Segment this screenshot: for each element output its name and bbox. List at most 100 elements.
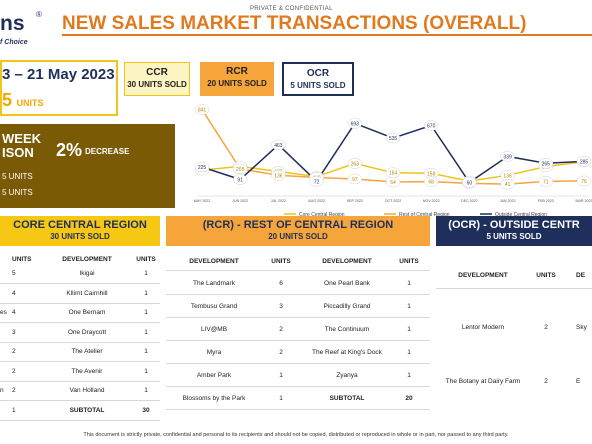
data-label-bg xyxy=(309,176,324,187)
rcr-summary-count: 20 UNITS SOLD xyxy=(207,79,267,88)
ocr-table-subtitle: 5 UNITS SOLD xyxy=(486,232,542,241)
rcr-table-subtitle: 20 UNITS SOLD xyxy=(268,232,328,241)
data-label: 670 xyxy=(427,123,436,129)
data-label-bg xyxy=(500,151,515,162)
legend-label: Outside Central Region xyxy=(495,212,547,218)
rcr-summary-box: RCR 20 UNITS SOLD xyxy=(200,62,274,96)
total-units-label: UNITS xyxy=(16,98,44,108)
rcr-table-cell: One Pearl Bank xyxy=(324,280,370,287)
row-divider xyxy=(166,294,430,295)
x-tick-label: JAN 2023 xyxy=(500,199,516,203)
data-label-bg xyxy=(385,132,401,144)
rcr-column-header: UNITS xyxy=(399,258,419,265)
data-label: 136 xyxy=(274,173,283,179)
legend-label: Rest of Central Region xyxy=(399,212,450,218)
rcr-table-cell: LIV@MB xyxy=(200,326,228,333)
ccr-table-cell: One Draycott xyxy=(67,328,107,336)
week-comparison-label: WEEK ISON xyxy=(2,131,41,160)
data-label-bg xyxy=(385,176,401,188)
data-label: 68 xyxy=(428,180,434,186)
row-divider xyxy=(166,270,430,271)
ocr-column-header: UNITS xyxy=(536,272,556,279)
row-divider xyxy=(166,363,430,364)
x-tick-label: AUG 2022 xyxy=(308,199,325,203)
data-label: 841 xyxy=(198,108,207,114)
x-tick-label: JUL 2022 xyxy=(271,199,286,203)
data-label-bg xyxy=(232,174,248,185)
week-change-direction: DECREASE xyxy=(85,147,130,156)
ccr-column-header: UNITS xyxy=(12,256,32,263)
row-divider xyxy=(166,317,430,318)
row-divider xyxy=(0,322,160,323)
ocr-summary-box: OCR 5 UNITS SOLD xyxy=(282,62,354,96)
x-tick-label: JUN 2022 xyxy=(232,199,248,203)
rcr-table-cell: Tembusu Grand xyxy=(190,303,238,310)
data-label: 285 xyxy=(580,159,589,165)
ccr-table-header: CORE CENTRAL REGION 30 UNITS SOLD xyxy=(0,216,160,246)
monthly-sales-line-chart: MAY 2022 JUN 2022 JUL 2022 AUG 2022 SEP 2022… xyxy=(194,104,592,218)
x-tick-label: NOV 2022 xyxy=(423,199,440,203)
data-label: 164 xyxy=(389,171,398,177)
data-label-bg xyxy=(232,163,248,175)
ccr-table: UNITS DEVELOPMENT UNITS 5 Ikigai 1 4 Kllimt Cai… xyxy=(0,248,160,421)
ccr-table-cell: 2 xyxy=(12,367,16,375)
data-label: 225 xyxy=(198,165,207,171)
rcr-table-cell: The Landmark xyxy=(193,280,235,287)
ccr-table-cell: 1 xyxy=(144,328,148,336)
ccr-table-cell: 30 xyxy=(142,406,150,414)
rcr-column-header: DEVELOPMENT xyxy=(322,258,372,265)
ccr-table-cell: 1 xyxy=(144,270,148,277)
week-comparison-box: WEEK ISON 2% DECREASE 5 UNITS 5 UNITS xyxy=(0,124,175,208)
data-label: 263 xyxy=(351,161,360,167)
data-label: 158 xyxy=(427,171,436,177)
rcr-table-cell: Piccadilly Grand xyxy=(323,303,371,310)
ccr-column-header: DEVELOPMENT xyxy=(62,256,112,263)
row-divider xyxy=(166,386,430,387)
ccr-table-cell: The Atelier xyxy=(71,348,103,355)
data-label-bg xyxy=(538,176,554,187)
ccr-column-header: UNITS xyxy=(136,256,156,263)
data-label: 60 xyxy=(467,180,473,186)
rcr-table-cell: 1 xyxy=(407,303,411,310)
data-label-bg xyxy=(194,161,210,173)
ccr-table-cell: 1 xyxy=(144,367,148,375)
data-label-bg xyxy=(347,118,363,129)
logo-tagline: f Choice xyxy=(0,39,28,46)
ocr-table-title: (OCR) - OUTSIDE CENTR xyxy=(448,219,580,231)
row-divider xyxy=(166,340,430,341)
ocr-table-header: (OCR) - OUTSIDE CENTR 5 UNITS SOLD xyxy=(436,216,592,246)
week-change-percent: 2% xyxy=(56,140,83,160)
data-label-bg xyxy=(347,158,363,169)
row-divider xyxy=(0,400,160,401)
ocr-table-cell: Sky xyxy=(576,324,587,331)
ccr-table-cell: es xyxy=(0,309,7,316)
rcr-table-cell: 1 xyxy=(279,395,283,402)
ocr-table: DEVELOPMENT UNITS DE Lentor Modern 2 Sky The B… xyxy=(436,248,592,412)
rcr-table-cell: 1 xyxy=(407,372,411,379)
page-title: NEW SALES MARKET TRANSACTIONS (OVERALL) xyxy=(62,13,527,34)
data-label: 693 xyxy=(351,121,360,127)
rcr-column-header: UNITS xyxy=(271,258,291,265)
rcr-table-cell: Amber Park xyxy=(196,372,232,379)
date-range: 3 – 21 May 2023 xyxy=(2,66,115,83)
data-label: 463 xyxy=(274,143,283,149)
ocr-column-header: DEVELOPMENT xyxy=(458,272,508,279)
ccr-summary-box: CCR 30 UNITS SOLD xyxy=(124,62,190,96)
ocr-summary-count: 5 UNITS SOLD xyxy=(290,81,346,90)
rcr-table-cell: 2 xyxy=(279,326,283,333)
data-label-bg xyxy=(538,158,554,169)
week-units-current: 5 UNITS xyxy=(2,172,33,181)
rcr-table-cell: 3 xyxy=(279,303,283,310)
data-label: 136 xyxy=(503,173,512,179)
ccr-summary-label: CCR xyxy=(146,67,168,78)
total-units: 5 UNITS xyxy=(2,90,43,111)
data-label-bg xyxy=(462,177,477,188)
data-label: 535 xyxy=(389,136,398,142)
data-label: 265 xyxy=(542,161,551,167)
row-divider xyxy=(0,302,160,304)
company-logo: ns ® f Choice xyxy=(0,10,60,52)
rcr-table-cell: Blossoms by the Park xyxy=(182,395,246,402)
ocr-column-header: DE xyxy=(576,272,586,279)
rcr-table-header: (RCR) - REST OF CENTRAL REGION 20 UNITS … xyxy=(166,216,430,246)
rcr-table-cell: SUBTOTAL xyxy=(329,395,365,402)
